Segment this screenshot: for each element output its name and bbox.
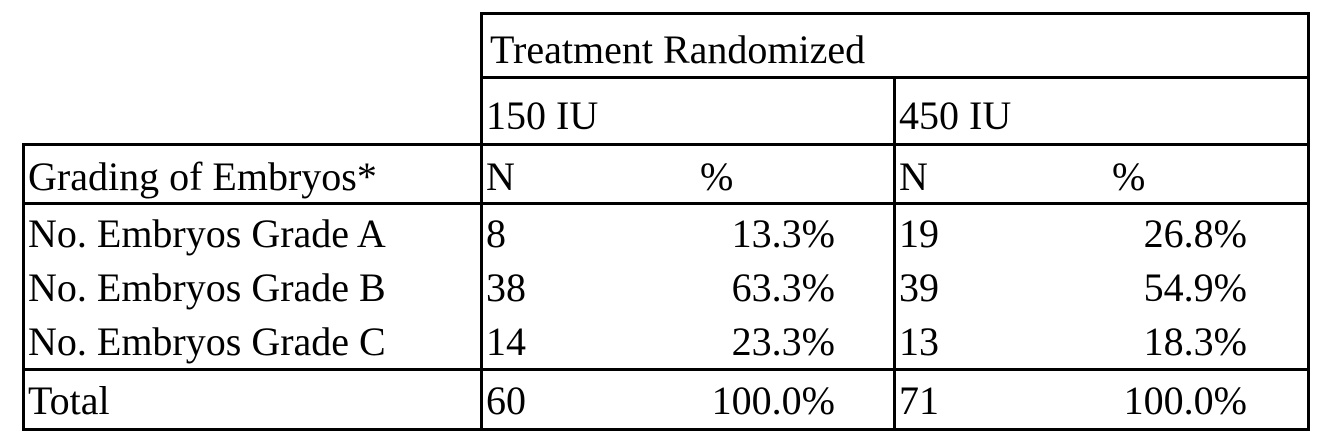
row-pct-150: 13.3% <box>732 214 835 254</box>
header-n-450: N <box>899 157 928 197</box>
total-n-150: 60 <box>486 381 526 421</box>
header-pct-450: % <box>1112 157 1145 197</box>
table-rule <box>22 143 1310 146</box>
table-rule <box>480 12 483 431</box>
header-dose-450: 450 IU <box>899 96 1011 136</box>
table-rule <box>22 368 1310 371</box>
row-n-450: 19 <box>899 214 939 254</box>
row-label: No. Embryos Grade A <box>28 214 386 254</box>
row-label: No. Embryos Grade C <box>28 322 386 362</box>
row-pct-450: 54.9% <box>1144 268 1247 308</box>
row-n-450: 39 <box>899 268 939 308</box>
table-rule <box>22 143 25 431</box>
row-n-150: 8 <box>486 214 506 254</box>
row-pct-150: 63.3% <box>732 268 835 308</box>
row-n-150: 38 <box>486 268 526 308</box>
header-n-150: N <box>486 157 515 197</box>
table-rule <box>1307 12 1310 431</box>
row-n-150: 14 <box>486 322 526 362</box>
row-pct-450: 26.8% <box>1144 214 1247 254</box>
table-rule <box>893 76 896 431</box>
row-label: No. Embryos Grade B <box>28 268 386 308</box>
header-grading-of-embryos: Grading of Embryos* <box>28 157 377 197</box>
total-label: Total <box>28 381 110 421</box>
table-rule <box>22 428 1310 431</box>
header-dose-150: 150 IU <box>486 96 598 136</box>
row-pct-150: 23.3% <box>732 322 835 362</box>
table-rule <box>480 12 1310 15</box>
row-pct-450: 18.3% <box>1144 322 1247 362</box>
total-pct-150: 100.0% <box>712 381 835 421</box>
total-n-450: 71 <box>899 381 939 421</box>
table-rule <box>22 202 1310 205</box>
total-pct-450: 100.0% <box>1124 381 1247 421</box>
row-n-450: 13 <box>899 322 939 362</box>
header-treatment-randomized: Treatment Randomized <box>490 30 865 70</box>
header-pct-150: % <box>700 157 733 197</box>
